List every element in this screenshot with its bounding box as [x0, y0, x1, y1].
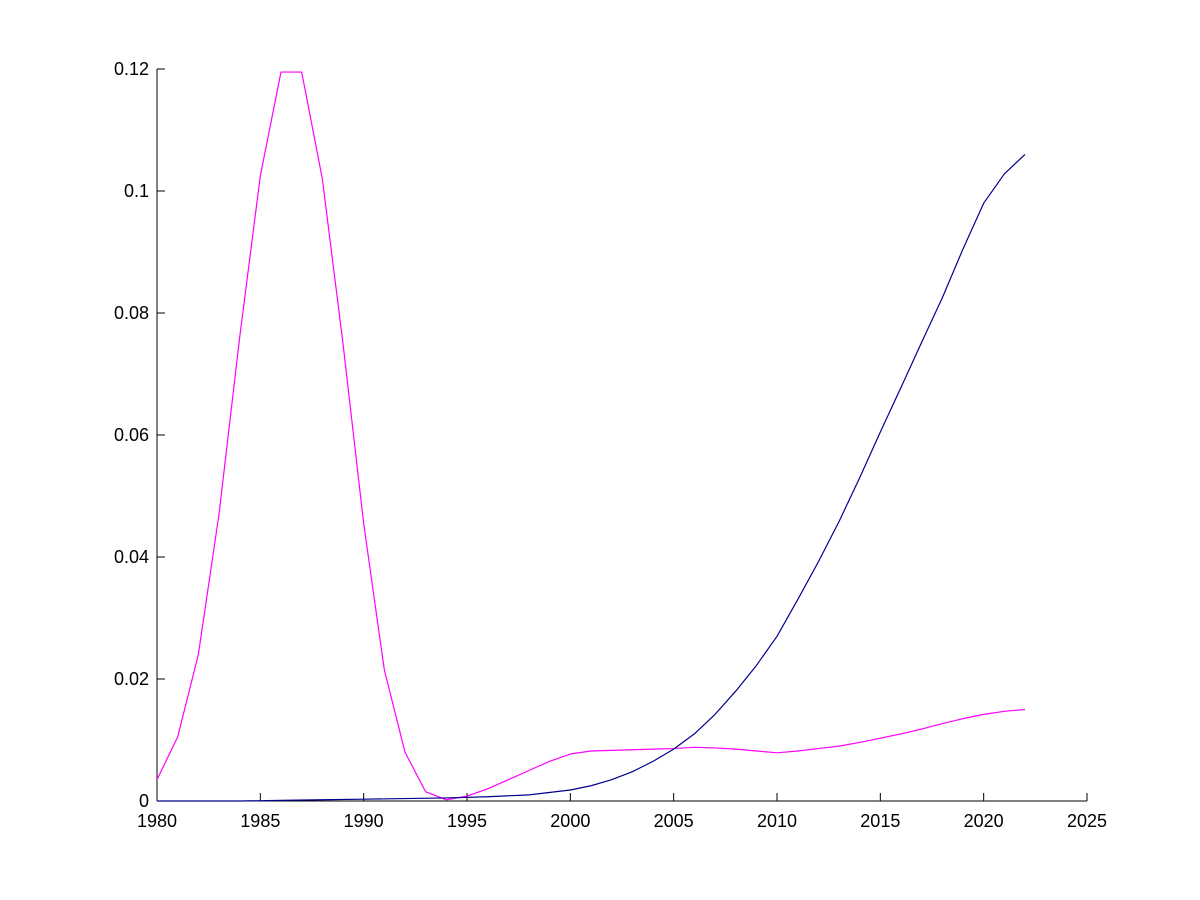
y-tick-label: 0.04	[114, 547, 149, 567]
series-line-2	[157, 153, 1026, 802]
x-tick-label: 2005	[654, 811, 694, 831]
x-tick-label: 2015	[860, 811, 900, 831]
x-tick-label: 2020	[964, 811, 1004, 831]
series-layer	[156, 71, 1026, 802]
x-tick-label: 2010	[757, 811, 797, 831]
x-tick-label: 1990	[344, 811, 384, 831]
x-tick-label: 1995	[447, 811, 487, 831]
y-tick-label: 0.1	[124, 181, 149, 201]
y-tick-label: 0.12	[114, 59, 149, 79]
x-tick-label: 1985	[240, 811, 280, 831]
y-tick-label: 0.08	[114, 303, 149, 323]
series-line-1	[156, 71, 1026, 801]
y-tick-label: 0.06	[114, 425, 149, 445]
axes: 1980 1985 1990 1995 2000 2005 2010 2015 2020 2025…	[114, 59, 1107, 831]
y-tick-label: 0.02	[114, 669, 149, 689]
x-tick-label: 2025	[1067, 811, 1107, 831]
x-tick-label: 2000	[550, 811, 590, 831]
y-tick-label: 0	[139, 791, 149, 811]
x-tick-label: 1980	[137, 811, 177, 831]
